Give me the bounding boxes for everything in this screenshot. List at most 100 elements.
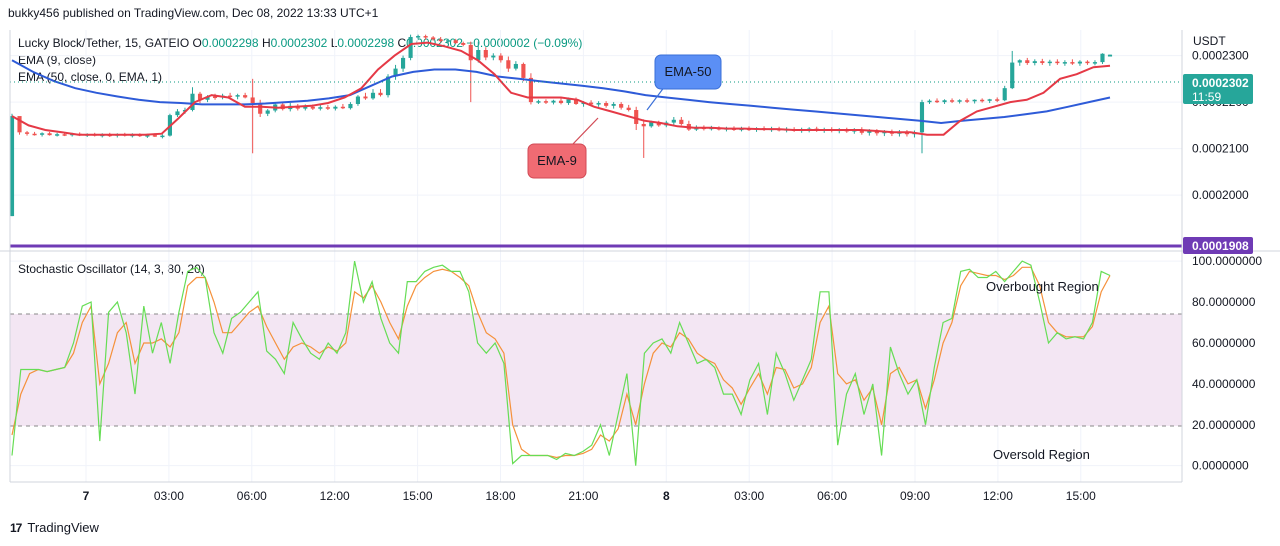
candle-body: [995, 99, 1000, 101]
stoch-legend[interactable]: Stochastic Oscillator (14, 3, 80, 20): [18, 262, 205, 276]
time-axis[interactable]: 7 03:00 06:00 12:00 15:00 18:00 21:00 8 03:00 06:…: [83, 489, 1096, 503]
time-tick-label: 15:00: [1066, 489, 1096, 503]
time-tick-label: 03:00: [734, 489, 764, 503]
candle-body: [573, 99, 579, 104]
candle-body: [355, 96, 361, 104]
candle-body: [641, 123, 646, 127]
time-tick-label: 12:00: [320, 489, 350, 503]
low-value: 0.0002298: [337, 36, 395, 50]
candle-body: [1010, 62, 1015, 89]
candle-body: [972, 99, 977, 102]
candle-body: [32, 133, 37, 136]
candle-body: [927, 100, 932, 103]
candle-body: [919, 102, 925, 133]
candle-body: [385, 76, 391, 96]
candle-body: [1047, 61, 1052, 64]
time-tick-label: 06:00: [817, 489, 847, 503]
candle-body: [348, 103, 353, 109]
ema9-callout-text: EMA-9: [537, 153, 577, 168]
candle-body: [498, 55, 503, 61]
candle-body: [152, 135, 157, 137]
candle-body: [401, 57, 406, 69]
candle-body: [521, 63, 526, 78]
candle-body: [934, 100, 940, 103]
candle-body: [596, 103, 601, 105]
candle-body: [942, 100, 947, 103]
candle-body: [370, 92, 376, 99]
candle-body: [197, 93, 203, 100]
time-tick-label: 18:00: [485, 489, 515, 503]
candle-body: [1055, 61, 1060, 64]
candle-body: [212, 96, 218, 99]
candle-body: [604, 103, 609, 106]
candle-body: [867, 130, 872, 133]
candle-body: [957, 100, 962, 102]
candle-body: [461, 43, 466, 45]
tradingview-logo-icon: 17: [10, 520, 22, 535]
candle-body: [679, 119, 684, 124]
candle-body: [17, 116, 22, 133]
symbol-name[interactable]: Lucky Block/Tether, 15, GATEIO: [18, 36, 190, 50]
ema50-callout[interactable]: EMA-50: [646, 54, 722, 111]
tradingview-footer[interactable]: 17 TradingView: [10, 520, 99, 535]
candle-body: [528, 77, 533, 103]
candle-body: [55, 134, 60, 136]
stoch-tick-label: 100.0000000: [1192, 254, 1262, 268]
candle-body: [190, 93, 195, 111]
candle-body: [1017, 60, 1022, 63]
ema9-legend[interactable]: EMA (9, close): [18, 53, 97, 67]
candlesticks: [9, 34, 1113, 217]
close-label: C: [397, 36, 407, 50]
candle-body: [859, 130, 864, 133]
time-tick-label: 7: [83, 489, 90, 503]
candle-body: [626, 107, 631, 111]
candle-body: [543, 101, 549, 103]
change-value: −0.0000002 (−0.09%): [466, 36, 583, 50]
candle-body: [446, 40, 451, 42]
candle-body: [874, 130, 879, 134]
candle-body: [175, 111, 180, 116]
time-tick-label: 8: [663, 489, 670, 503]
candle-body: [160, 135, 165, 138]
candle-body: [965, 100, 970, 102]
candle-body: [145, 135, 150, 137]
overbought-label: Overbought Region: [986, 279, 1099, 294]
open-value: 0.0002298: [201, 36, 259, 50]
price-tick-label: 0.0002100: [1192, 142, 1249, 156]
candle-body: [9, 116, 15, 217]
oversold-label: Oversold Region: [993, 447, 1090, 462]
candle-body: [265, 110, 270, 114]
candle-body: [243, 95, 248, 98]
time-tick-label: 06:00: [237, 489, 267, 503]
candle-body: [333, 106, 338, 109]
candle-body: [1077, 61, 1082, 64]
candle-body: [1025, 60, 1030, 64]
candle-body: [258, 103, 263, 114]
candle-body: [1002, 88, 1007, 101]
candle-body: [250, 97, 255, 104]
candle-body: [619, 103, 624, 108]
candle-body: [551, 100, 556, 103]
stoch-tick-label: 60.0000000: [1192, 336, 1256, 350]
ema9-callout[interactable]: EMA-9: [527, 117, 599, 179]
ema9-line: [11, 41, 1111, 136]
high-label: H: [261, 36, 271, 50]
candle-body: [408, 36, 413, 58]
tradingview-brand: TradingView: [27, 520, 99, 535]
candle-body: [393, 68, 398, 77]
candle-body: [378, 92, 383, 96]
candle-body: [566, 99, 571, 104]
time-tick-label: 15:00: [403, 489, 433, 503]
candle-body: [325, 107, 330, 109]
hline-price-tag: 0.0001908: [1183, 237, 1253, 254]
candle-body: [476, 50, 481, 61]
candle-body: [1100, 53, 1105, 63]
candle-body: [950, 100, 955, 102]
currency-label: USDT: [1193, 34, 1226, 48]
stoch-band: [10, 314, 1182, 426]
price-axis[interactable]: 0.00023000.00022000.00021000.0002000100.…: [1192, 49, 1262, 473]
time-tick-label: 03:00: [154, 489, 184, 503]
candle-body: [235, 95, 240, 97]
hline-price-value: 0.0001908: [1192, 239, 1249, 253]
